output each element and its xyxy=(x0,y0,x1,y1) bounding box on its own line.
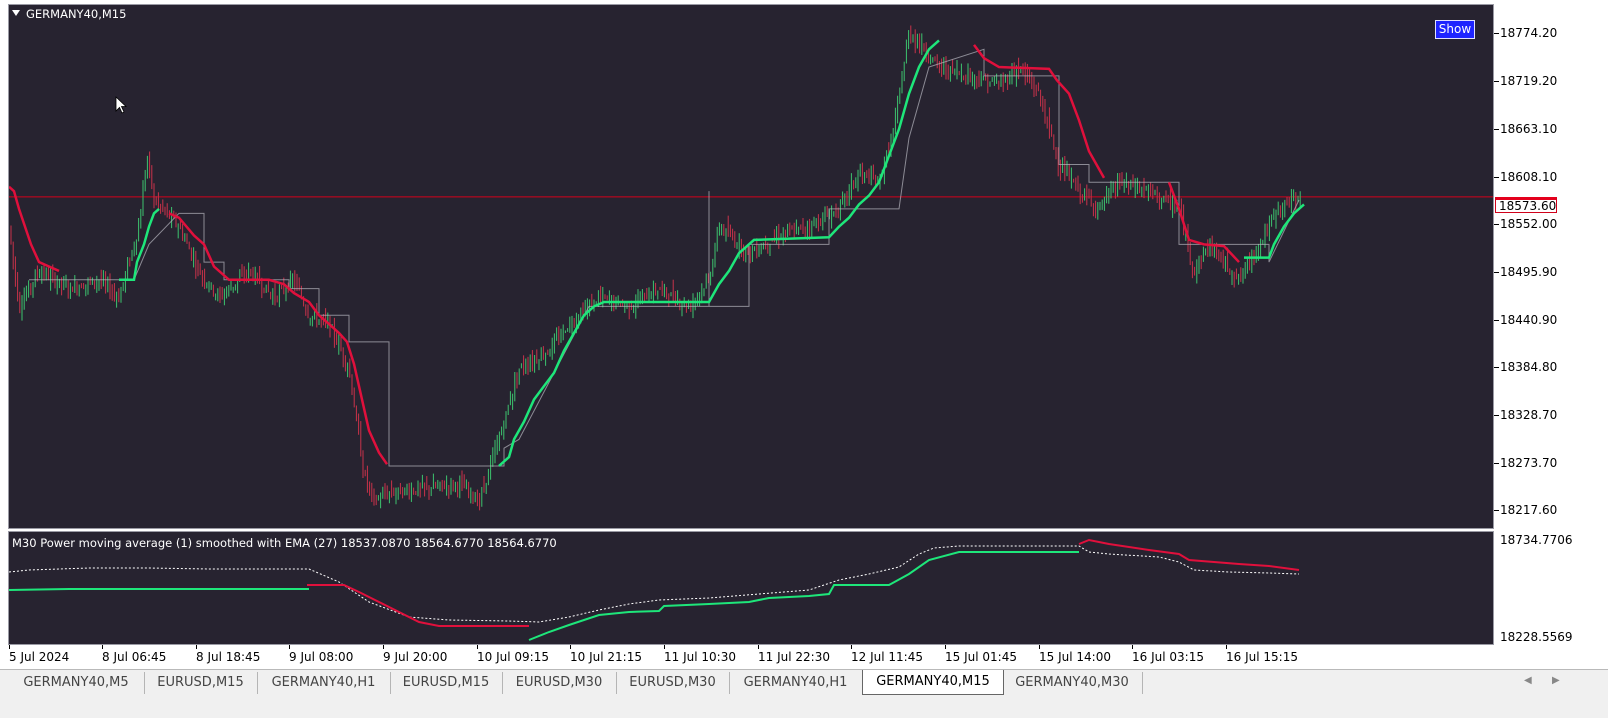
time-axis-tick xyxy=(945,645,946,649)
time-axis-label: 15 Jul 14:00 xyxy=(1039,650,1111,664)
power-ma-bear-line xyxy=(9,185,60,273)
price-axis-tick xyxy=(1494,33,1499,34)
chart-tab[interactable]: EURUSD,M15 xyxy=(390,672,503,694)
price-axis-label: 18273.70 xyxy=(1500,456,1558,470)
indicator-panel[interactable] xyxy=(8,531,1494,645)
time-axis-label: 12 Jul 11:45 xyxy=(851,650,923,664)
time-axis-tick xyxy=(851,645,852,649)
time-axis-tick xyxy=(383,645,384,649)
price-axis-tick xyxy=(1494,415,1499,416)
symbol-title-text: GERMANY40,M15 xyxy=(26,7,127,21)
indicator-canvas[interactable] xyxy=(9,532,1493,644)
chart-tab[interactable]: GERMANY40,M5 xyxy=(8,672,145,694)
price-axis-label: 18774.20 xyxy=(1500,26,1558,40)
indicator-title: M30 Power moving average (1) smoothed wi… xyxy=(12,536,557,550)
indicator-bear-line xyxy=(307,584,529,627)
show-button[interactable]: Show xyxy=(1435,20,1475,39)
chart-tab[interactable]: EURUSD,M30 xyxy=(502,672,617,694)
power-ma-bear-line xyxy=(168,212,389,465)
price-axis-label: 18328.70 xyxy=(1500,408,1558,422)
price-axis[interactable] xyxy=(1495,4,1608,645)
chart-tab[interactable]: GERMANY40,H1 xyxy=(257,672,391,694)
time-axis-label: 10 Jul 21:15 xyxy=(570,650,642,664)
indicator-axis-label: 18228.5569 xyxy=(1500,630,1573,644)
power-ma-bear-line xyxy=(973,44,1106,179)
time-axis-label: 16 Jul 15:15 xyxy=(1226,650,1298,664)
price-axis-label: 18719.20 xyxy=(1500,74,1558,88)
time-axis-tick xyxy=(570,645,571,649)
chart-tab-bar xyxy=(0,669,1608,698)
indicator-bull-line xyxy=(528,551,1079,641)
price-axis-tick xyxy=(1494,177,1499,178)
time-axis-tick xyxy=(1226,645,1227,649)
time-axis-label: 8 Jul 18:45 xyxy=(196,650,261,664)
time-axis-tick xyxy=(9,645,10,649)
time-axis-label: 10 Jul 09:15 xyxy=(477,650,549,664)
mouse-cursor-icon xyxy=(115,96,128,114)
price-axis-tick xyxy=(1494,463,1499,464)
price-axis-label: 18440.90 xyxy=(1500,313,1558,327)
time-axis-label: 11 Jul 10:30 xyxy=(664,650,736,664)
price-axis-tick xyxy=(1494,320,1499,321)
time-axis-tick xyxy=(289,645,290,649)
power-ma-bear-line xyxy=(1167,181,1240,263)
price-axis-tick xyxy=(1494,367,1499,368)
time-axis-tick xyxy=(1039,645,1040,649)
price-axis-label: 18608.10 xyxy=(1500,170,1558,184)
price-axis-label: 18495.90 xyxy=(1500,265,1558,279)
power-ma-bull-line xyxy=(1244,203,1305,259)
price-axis-label: 18384.80 xyxy=(1500,360,1558,374)
indicator-axis-label: 18734.7706 xyxy=(1500,533,1573,547)
time-axis-label: 9 Jul 08:00 xyxy=(289,650,354,664)
time-axis[interactable] xyxy=(0,646,1608,668)
candles-group xyxy=(10,25,1301,511)
price-axis-tick xyxy=(1494,129,1499,130)
signal-dotted-line xyxy=(9,545,1300,623)
chart-tab[interactable]: GERMANY40,M30 xyxy=(1002,672,1143,694)
current-price-label: 18573.60 xyxy=(1495,197,1557,213)
tab-active[interactable]: GERMANY40,M15 xyxy=(862,670,1004,695)
time-axis-label: 16 Jul 03:15 xyxy=(1132,650,1204,664)
time-axis-tick xyxy=(196,645,197,649)
chart-symbol-title[interactable]: GERMANY40,M15 xyxy=(12,7,126,21)
price-axis-tick xyxy=(1494,224,1499,225)
time-axis-tick xyxy=(102,645,103,649)
price-axis-label: 18552.00 xyxy=(1500,217,1558,231)
indicator-bear-line xyxy=(1078,538,1300,571)
scroll-left-icon[interactable]: ◀ xyxy=(1524,675,1532,686)
time-axis-label: 5 Jul 2024 xyxy=(9,650,70,664)
time-axis-tick xyxy=(1132,645,1133,649)
time-axis-label: 11 Jul 22:30 xyxy=(758,650,830,664)
power-ma-bull-line xyxy=(498,39,940,467)
price-axis-label: 18217.60 xyxy=(1500,503,1558,517)
time-axis-tick xyxy=(758,645,759,649)
chart-tab[interactable]: EURUSD,M15 xyxy=(144,672,258,694)
dropdown-triangle-icon[interactable] xyxy=(12,10,20,16)
time-axis-tick xyxy=(477,645,478,649)
power-ma-bull-line xyxy=(119,207,160,282)
time-axis-label: 8 Jul 06:45 xyxy=(102,650,167,664)
price-axis-label: 18663.10 xyxy=(1500,122,1558,136)
time-axis-label: 15 Jul 01:45 xyxy=(945,650,1017,664)
scroll-right-icon[interactable]: ▶ xyxy=(1552,675,1560,686)
price-axis-tick xyxy=(1494,81,1499,82)
indicator-bull-line xyxy=(9,588,309,591)
chart-tab[interactable]: EURUSD,M30 xyxy=(616,672,730,694)
price-axis-tick xyxy=(1494,272,1499,273)
reference-step-line xyxy=(29,48,1300,467)
price-axis-tick xyxy=(1494,510,1499,511)
time-axis-tick xyxy=(664,645,665,649)
time-axis-label: 9 Jul 20:00 xyxy=(383,650,448,664)
main-chart-panel[interactable] xyxy=(8,4,1494,529)
chart-tab[interactable]: GERMANY40,H1 xyxy=(729,672,863,694)
bottom-strip xyxy=(0,697,1608,718)
price-chart-canvas[interactable] xyxy=(9,5,1493,528)
